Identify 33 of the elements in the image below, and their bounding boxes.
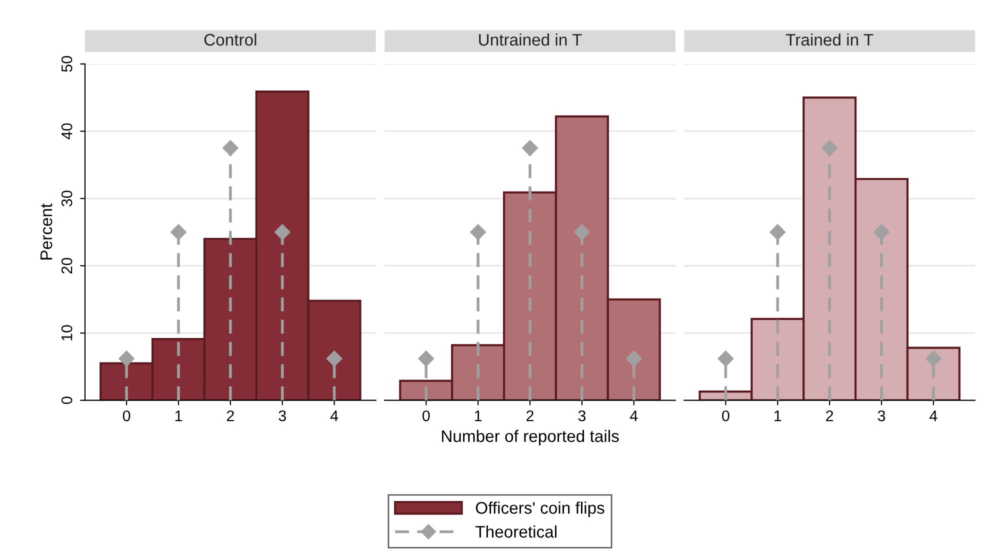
point — [222, 140, 239, 156]
point — [326, 350, 343, 367]
x-tick-label: 0 — [722, 410, 730, 422]
x-tick-label: 2 — [226, 410, 234, 422]
y-tick-label: 10 — [61, 325, 72, 340]
legend-label: Theoretical — [475, 525, 556, 538]
x-tick-label: 4 — [330, 410, 338, 422]
point — [170, 224, 187, 240]
point — [118, 350, 135, 367]
x-tick-label: 0 — [122, 410, 130, 422]
x-tick-label: 2 — [826, 410, 834, 422]
x-tick-label: 3 — [878, 410, 886, 422]
y-tick-label: 40 — [61, 123, 72, 140]
x-tick-label: 1 — [175, 410, 182, 422]
x-tick-label: 3 — [578, 410, 586, 422]
x-tick-label: 2 — [526, 410, 534, 422]
chart-title: Trained in T — [786, 33, 874, 46]
y-tick-label: 30 — [61, 190, 72, 206]
chart-title: Control — [204, 33, 256, 46]
x-axis-title: Number of reported tails — [442, 430, 619, 446]
y-tick-label: 50 — [61, 56, 72, 72]
y-axis-title: Percent — [40, 204, 52, 260]
x-tick-label: 0 — [422, 410, 430, 422]
x-tick-label: 4 — [630, 410, 638, 422]
x-tick-label: 3 — [278, 410, 286, 422]
y-tick-label: 0 — [61, 396, 72, 404]
legend-label: Officers' coin flips — [476, 502, 604, 518]
point — [274, 224, 291, 240]
chart-title: Untrained in T — [479, 33, 582, 46]
x-tick-label: 1 — [774, 410, 782, 422]
y-tick-label: 20 — [61, 258, 72, 274]
x-tick-label: 1 — [474, 410, 482, 422]
x-tick-label: 4 — [930, 410, 938, 422]
